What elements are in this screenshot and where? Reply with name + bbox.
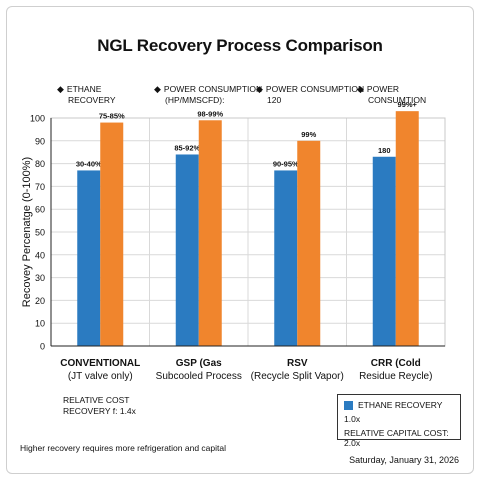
diamond-icon: ◆ xyxy=(154,84,161,94)
x-tick-label: Residue Reycle) xyxy=(359,371,432,382)
x-tick-label: CONVENTIONAL xyxy=(60,358,140,369)
y-tick-label: 10 xyxy=(35,319,45,329)
data-label: 98-99% xyxy=(197,109,223,118)
bar-power-0 xyxy=(100,122,124,346)
date-label: Saturday, January 31, 2026 xyxy=(349,455,459,465)
legend-box-value: 1.0x xyxy=(344,414,361,424)
legend-item-ethane-recovery: ◆ ETHANE RECOVERY xyxy=(57,84,116,106)
y-tick-label: 90 xyxy=(35,136,45,146)
bar-ethane-2 xyxy=(274,170,298,346)
y-tick-label: 60 xyxy=(35,205,45,215)
diamond-icon: ◆ xyxy=(357,84,364,94)
y-tick-label: 100 xyxy=(30,114,45,124)
y-tick-label: 20 xyxy=(35,296,45,306)
legend-item-power-consumption-value: ◆ POWER CONSUMPTION 120 xyxy=(256,84,364,106)
y-tick-label: 30 xyxy=(35,273,45,283)
y-tick-label: 0 xyxy=(40,342,45,352)
bar-power-1 xyxy=(198,120,222,346)
data-label: 99% xyxy=(301,130,316,139)
x-tick-label: GSP (Gas xyxy=(176,358,222,369)
relative-cost-line2: RECOVERY f: 1.4x xyxy=(63,406,136,416)
data-label: 90-95% xyxy=(273,159,299,168)
legend-item-power-consumption-units: ◆ POWER CONSUMPTION (HP/MMSCFD): xyxy=(154,84,262,106)
diamond-icon: ◆ xyxy=(57,84,64,94)
y-tick-label: 70 xyxy=(35,182,45,192)
data-label: 75-85% xyxy=(99,112,125,121)
y-axis-title: Recovey Percenatge (0-100%) xyxy=(21,157,33,307)
legend-box-capital: RELATIVE CAPITAL COST: 2.0x xyxy=(344,428,449,448)
x-tick-label: Subcooled Process xyxy=(156,371,242,382)
data-label: 180 xyxy=(378,146,391,155)
legend-label: RECOVERY xyxy=(68,95,116,105)
legend-label: POWER CONSUMPTION xyxy=(265,84,365,94)
bar-ethane-1 xyxy=(175,154,199,346)
legend-item-power-consumtion: ◆ POWER CONSUMTION xyxy=(357,84,426,106)
chart-title: NGL Recovery Process Comparison xyxy=(97,36,383,55)
legend-label: ETHANE xyxy=(66,84,102,94)
axis-layer: 0 10 20 30 40 50 60 70 80 90 100 CONVENTIONAL (JT va… xyxy=(30,114,445,382)
footer-note: Higher recovery requires more refrigerat… xyxy=(20,443,226,453)
bar-power-3 xyxy=(395,111,419,346)
legend-swatch-ethane xyxy=(344,401,353,410)
legend-label: (HP/MMSCFD): xyxy=(165,95,225,105)
y-tick-label: 80 xyxy=(35,159,45,169)
legend-label: 120 xyxy=(267,95,282,105)
legend-label: POWER CONSUMPTION xyxy=(163,84,263,94)
legend-box: ETHANE RECOVERY 1.0x RELATIVE CAPITAL CO… xyxy=(337,394,461,448)
legend-label: POWER xyxy=(366,84,400,94)
relative-cost-line1: RELATIVE COST xyxy=(63,395,130,405)
bar-layer: 30-40% 75-85% 85-92% 98-99% 90-95% 99% 180 99%+ xyxy=(76,100,419,346)
data-label: 85-92% xyxy=(174,143,200,152)
y-tick-label: 40 xyxy=(35,250,45,260)
x-tick-label: RSV xyxy=(287,358,308,369)
x-tick-label: CRR (Cold xyxy=(371,358,421,369)
bar-ethane-3 xyxy=(372,156,396,346)
relative-cost-note: RELATIVE COST RECOVERY f: 1.4x xyxy=(63,395,136,417)
x-tick-label: (Recycle Split Vapor) xyxy=(251,371,344,382)
data-label: 30-40% xyxy=(76,159,102,168)
legend-box-label: ETHANE RECOVERY xyxy=(358,400,443,410)
legend-label: CONSUMTION xyxy=(368,95,427,105)
data-label: 99%+ xyxy=(398,100,418,109)
bar-power-2 xyxy=(297,140,321,346)
y-tick-label: 50 xyxy=(35,228,45,238)
bar-ethane-0 xyxy=(77,170,101,346)
diamond-icon: ◆ xyxy=(256,84,263,94)
x-tick-label: (JT valve only) xyxy=(68,371,133,382)
